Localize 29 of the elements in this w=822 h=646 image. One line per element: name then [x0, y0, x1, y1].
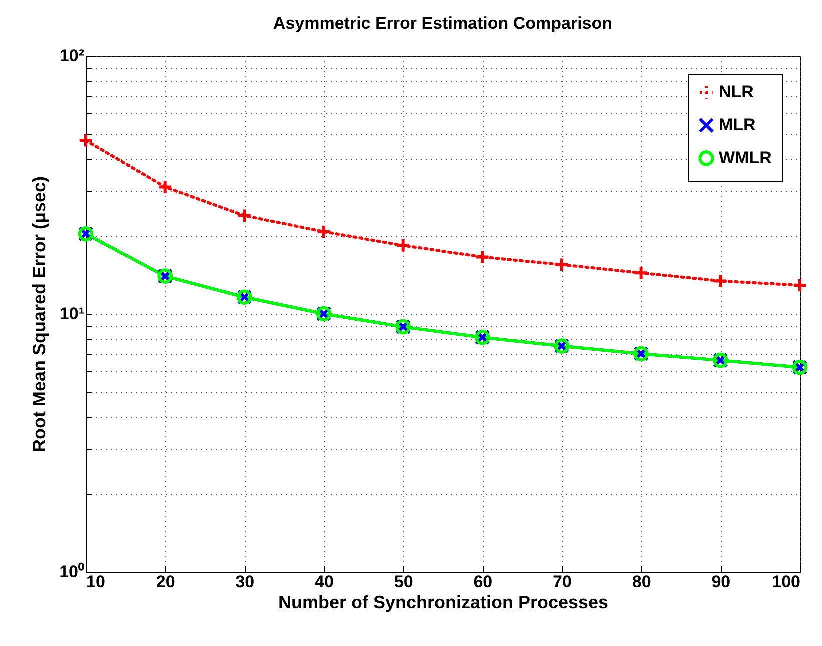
point — [475, 250, 490, 265]
x-tick-label: 10 — [86, 572, 106, 592]
legend-label: MLR — [719, 116, 756, 134]
x-tick-label: 30 — [236, 572, 255, 592]
x-tick-label: 20 — [156, 572, 176, 592]
chart-title: Asymmetric Error Estimation Comparison — [273, 14, 613, 33]
legend-label: WMLR — [719, 148, 772, 168]
point — [554, 257, 570, 273]
x-tick-label: 70 — [553, 572, 572, 592]
y-tick-label: 10² — [60, 46, 85, 66]
x-tick-label: 90 — [712, 572, 731, 592]
x-tick-label: 80 — [632, 572, 652, 592]
y-tick-label: 10¹ — [60, 304, 85, 324]
point — [634, 266, 649, 281]
x-tick-label: 60 — [474, 572, 493, 592]
y-tick-label: 10⁰ — [60, 562, 84, 582]
point — [316, 224, 332, 240]
legend-label: NLR — [719, 82, 754, 102]
x-tick-label: 100 — [772, 572, 800, 592]
point — [237, 208, 252, 224]
point — [78, 132, 94, 148]
point — [396, 238, 411, 254]
x-tick-label: 40 — [315, 572, 334, 592]
x-tick-label: 50 — [394, 572, 414, 592]
y-axis-title: Root Mean Squared Error (μsec) — [30, 176, 50, 453]
point — [158, 180, 173, 195]
point — [792, 278, 808, 294]
x-axis-title: Number of Synchronization Processes — [278, 592, 609, 612]
point — [713, 274, 728, 289]
